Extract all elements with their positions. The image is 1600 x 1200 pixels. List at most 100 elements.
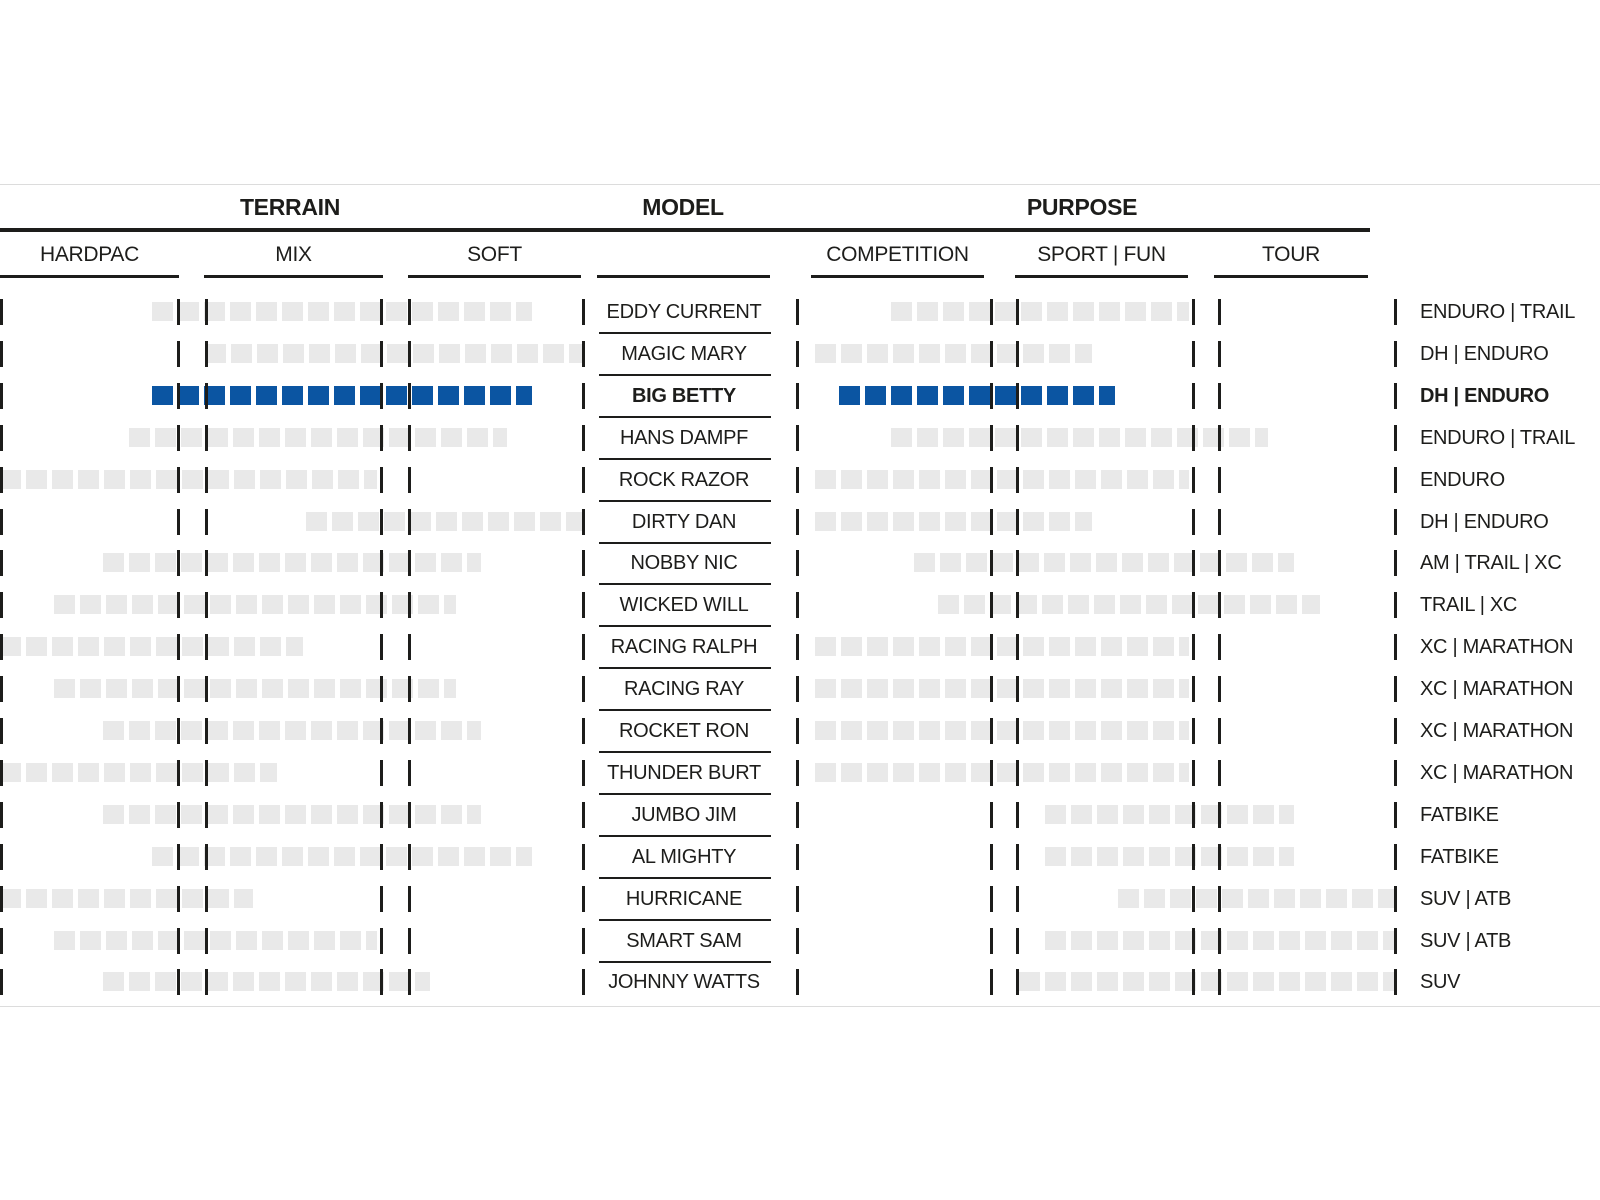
category-label: FATBIKE bbox=[1420, 804, 1499, 826]
tick-mark bbox=[796, 928, 799, 954]
tick-mark bbox=[1016, 341, 1019, 367]
model-underline bbox=[599, 877, 771, 880]
model-label: THUNDER BURT bbox=[607, 762, 761, 784]
terrain-bar bbox=[306, 512, 583, 531]
tick-mark bbox=[1218, 467, 1221, 493]
tick-mark bbox=[380, 802, 383, 828]
tick-mark bbox=[1218, 802, 1221, 828]
tick-mark bbox=[177, 425, 180, 451]
model-underline bbox=[599, 709, 771, 712]
tick-mark bbox=[796, 718, 799, 744]
tick-mark bbox=[1218, 425, 1221, 451]
tick-mark bbox=[990, 467, 993, 493]
tick-mark bbox=[380, 509, 383, 535]
category-label: TRAIL | XC bbox=[1420, 594, 1518, 616]
tick-mark bbox=[796, 969, 799, 995]
purpose-bar bbox=[815, 344, 1092, 363]
terrain-bar bbox=[0, 889, 253, 908]
model-underline bbox=[599, 374, 771, 377]
model-group-header: MODEL bbox=[642, 194, 724, 220]
tick-mark bbox=[990, 928, 993, 954]
tick-mark bbox=[582, 928, 585, 954]
tick-mark bbox=[0, 634, 3, 660]
purpose-bar bbox=[815, 470, 1189, 489]
tick-mark bbox=[990, 886, 993, 912]
tick-mark bbox=[1394, 718, 1397, 744]
column-header-sport-fun: SPORT | FUN bbox=[1037, 243, 1166, 266]
model-label: WICKED WILL bbox=[619, 594, 749, 616]
terrain-bar bbox=[54, 595, 456, 614]
tick-mark bbox=[796, 676, 799, 702]
competition-underline bbox=[811, 275, 984, 278]
tick-mark bbox=[408, 592, 411, 618]
tick-mark bbox=[177, 341, 180, 367]
tick-mark bbox=[1394, 592, 1397, 618]
tick-mark bbox=[582, 550, 585, 576]
tick-mark bbox=[0, 928, 3, 954]
tick-mark bbox=[796, 592, 799, 618]
tick-mark bbox=[1016, 592, 1019, 618]
tick-mark bbox=[177, 299, 180, 325]
tick-mark bbox=[582, 718, 585, 744]
tick-mark bbox=[0, 509, 3, 535]
tick-mark bbox=[1218, 928, 1221, 954]
terrain-bar bbox=[103, 721, 481, 740]
tick-mark bbox=[1394, 509, 1397, 535]
tick-mark bbox=[1016, 718, 1019, 744]
tick-mark bbox=[0, 592, 3, 618]
model-label: HURRICANE bbox=[625, 888, 743, 910]
tick-mark bbox=[1016, 383, 1019, 409]
tick-mark bbox=[380, 383, 383, 409]
tick-mark bbox=[205, 592, 208, 618]
tick-mark bbox=[177, 383, 180, 409]
purpose-bar bbox=[891, 302, 1189, 321]
category-label: ENDURO | TRAIL bbox=[1420, 427, 1576, 449]
tick-mark bbox=[1218, 299, 1221, 325]
tick-mark bbox=[796, 425, 799, 451]
tick-mark bbox=[582, 425, 585, 451]
tick-mark bbox=[582, 592, 585, 618]
tick-mark bbox=[990, 341, 993, 367]
tick-mark bbox=[1016, 299, 1019, 325]
tick-mark bbox=[380, 844, 383, 870]
mix-underline bbox=[204, 275, 383, 278]
tick-mark bbox=[1016, 509, 1019, 535]
tick-mark bbox=[1394, 928, 1397, 954]
tick-mark bbox=[1394, 676, 1397, 702]
tick-mark bbox=[1016, 676, 1019, 702]
tick-mark bbox=[0, 383, 3, 409]
tick-mark bbox=[408, 634, 411, 660]
tick-mark bbox=[796, 802, 799, 828]
terrain-bar bbox=[103, 805, 481, 824]
category-label: XC | MARATHON bbox=[1420, 678, 1574, 700]
purpose-bar bbox=[1045, 805, 1294, 824]
tick-mark bbox=[408, 718, 411, 744]
model-label: SMART SAM bbox=[626, 930, 742, 952]
tick-mark bbox=[1218, 383, 1221, 409]
purpose-bar bbox=[1118, 889, 1397, 908]
tick-mark bbox=[408, 760, 411, 786]
tick-mark bbox=[0, 550, 3, 576]
tick-mark bbox=[0, 425, 3, 451]
model-label: EDDY CURRENT bbox=[606, 301, 762, 323]
tick-mark bbox=[408, 802, 411, 828]
model-label: RACING RALPH bbox=[610, 636, 758, 658]
tick-mark bbox=[1192, 634, 1195, 660]
tick-mark bbox=[1192, 550, 1195, 576]
purpose-bar bbox=[1045, 847, 1294, 866]
tick-mark bbox=[380, 718, 383, 744]
tick-mark bbox=[205, 886, 208, 912]
purpose-bar bbox=[815, 721, 1189, 740]
tick-mark bbox=[582, 886, 585, 912]
tour-underline bbox=[1214, 275, 1368, 278]
tick-mark bbox=[1218, 550, 1221, 576]
tick-mark bbox=[1218, 592, 1221, 618]
tick-mark bbox=[582, 467, 585, 493]
tick-mark bbox=[990, 802, 993, 828]
tick-mark bbox=[205, 383, 208, 409]
tick-mark bbox=[177, 509, 180, 535]
tick-mark bbox=[0, 718, 3, 744]
tick-mark bbox=[582, 509, 585, 535]
tick-mark bbox=[177, 676, 180, 702]
purpose-bar bbox=[914, 553, 1294, 572]
